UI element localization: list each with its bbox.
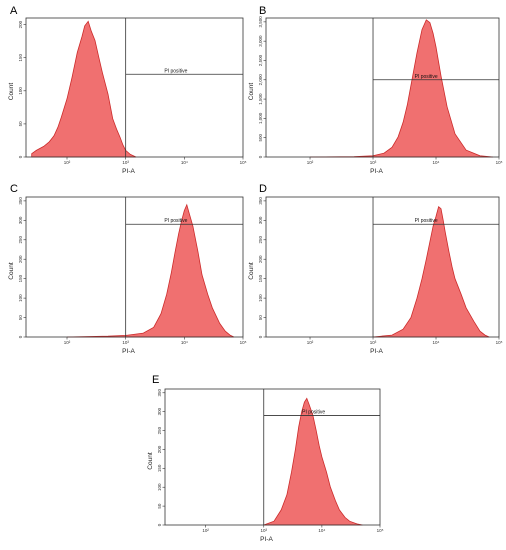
- x-tick-label: 10⁴: [318, 528, 325, 533]
- gate-label: PI positive: [164, 218, 187, 224]
- x-axis-title: PI-A: [122, 348, 135, 355]
- x-tick-label: 10³: [370, 340, 377, 345]
- y-axis-title: Count: [248, 262, 255, 280]
- plot-frame: [164, 388, 381, 526]
- x-axis-title: PI-A: [370, 168, 383, 175]
- y-tick-label: 350: [258, 197, 263, 205]
- plot-frame: [25, 17, 244, 158]
- y-tick-label: 350: [157, 389, 162, 397]
- panel-c: C PI positive 10² 10³ 10⁴ 10⁵ 0 50 100 150 200 250 3…: [8, 183, 247, 355]
- x-tick-label: 10⁴: [181, 340, 188, 345]
- y-tick-label: 1,500: [258, 93, 263, 105]
- y-tick-label: 250: [157, 426, 162, 434]
- y-tick-label: 150: [18, 274, 23, 282]
- y-tick-label: 150: [157, 464, 162, 472]
- y-tick-label: 2,000: [258, 74, 263, 86]
- x-tick-label: 10²: [64, 340, 71, 345]
- x-tick-label: 10⁵: [377, 528, 384, 533]
- x-axis-title: PI-A: [370, 348, 383, 355]
- x-tick-label: 10⁴: [181, 160, 188, 165]
- y-tick-label: 100: [18, 294, 23, 302]
- x-tick-label: 10³: [370, 160, 377, 165]
- y-tick-label: 300: [18, 216, 23, 224]
- x-tick-label: 10³: [260, 528, 267, 533]
- y-tick-label: 300: [258, 216, 263, 224]
- histogram-area: [66, 203, 235, 338]
- y-tick-label: 150: [258, 274, 263, 282]
- y-tick-label: 0: [18, 155, 23, 158]
- x-tick-label: 10³: [122, 160, 129, 165]
- histogram-area: [372, 205, 490, 338]
- y-tick-label: 200: [258, 255, 263, 263]
- y-tick-label: 3,500: [258, 16, 263, 28]
- x-tick-label: 10⁴: [433, 340, 440, 345]
- x-tick-label: 10²: [202, 528, 209, 533]
- panel-letter: C: [10, 183, 18, 195]
- plot-frame: [25, 196, 244, 338]
- y-axis-title: Count: [8, 83, 15, 101]
- panel-letter: A: [10, 5, 18, 17]
- plot-frame: [265, 196, 500, 338]
- y-tick-label: 200: [18, 255, 23, 263]
- panel-b: B PI positive 10² 10³ 10⁴ 10⁵ 0 500 1,000 1,500 2,…: [248, 5, 503, 175]
- x-tick-label: 10⁵: [496, 340, 503, 345]
- y-tick-label: 100: [258, 294, 263, 302]
- y-tick-label: 2,500: [258, 54, 263, 66]
- histogram-area: [309, 19, 493, 158]
- panel-e: E PI positive 10² 10³ 10⁴ 10⁵ 0 50 100 150 200 250 3…: [147, 374, 384, 543]
- histogram-area: [263, 397, 363, 526]
- y-tick-label: 0: [157, 523, 162, 526]
- y-axis-title: Count: [147, 452, 154, 470]
- x-tick-label: 10²: [307, 160, 314, 165]
- panel-letter: E: [152, 374, 159, 386]
- x-axis-title: PI-A: [260, 536, 273, 543]
- y-tick-label: 500: [258, 133, 263, 141]
- y-tick-label: 1,000: [258, 112, 263, 124]
- gate-label: PI positive: [415, 74, 438, 80]
- x-tick-label: 10²: [64, 160, 71, 165]
- x-tick-label: 10⁵: [240, 340, 247, 345]
- y-tick-label: 200: [157, 445, 162, 453]
- x-axis-title: PI-A: [122, 168, 135, 175]
- panel-letter: B: [259, 5, 266, 17]
- panel-letter: D: [259, 183, 267, 195]
- y-tick-label: 50: [18, 121, 23, 127]
- y-axis-title: Count: [8, 262, 15, 280]
- y-tick-label: 50: [258, 315, 263, 321]
- y-tick-label: 200: [18, 20, 23, 28]
- y-axis-title: Count: [248, 83, 255, 101]
- x-tick-label: 10⁴: [433, 160, 440, 165]
- gate-label: PI positive: [415, 218, 438, 224]
- y-tick-label: 150: [18, 53, 23, 61]
- x-tick-label: 10⁵: [496, 160, 503, 165]
- y-tick-label: 0: [18, 335, 23, 338]
- x-tick-label: 10³: [122, 340, 129, 345]
- y-tick-label: 250: [258, 236, 263, 244]
- x-tick-label: 10²: [307, 340, 314, 345]
- panel-a: A PI positive 10² 10³ 10⁴ 10⁵ 0 50 100 150 200 PI-A…: [8, 5, 247, 175]
- y-tick-label: 3,000: [258, 35, 263, 47]
- y-tick-label: 0: [258, 335, 263, 338]
- y-tick-label: 0: [258, 155, 263, 158]
- gate-label: PI positive: [164, 68, 187, 74]
- y-tick-label: 50: [157, 503, 162, 509]
- histogram-area: [31, 20, 137, 158]
- panel-d: D PI positive 10² 10³ 10⁴ 10⁵ 0 50 100 150 200 250 3…: [248, 183, 503, 355]
- y-tick-label: 100: [18, 87, 23, 95]
- x-tick-label: 10⁵: [240, 160, 247, 165]
- y-tick-label: 350: [18, 197, 23, 205]
- gate-label: PI positive: [302, 409, 325, 415]
- y-tick-label: 50: [18, 315, 23, 321]
- y-tick-label: 250: [18, 236, 23, 244]
- y-tick-label: 100: [157, 483, 162, 491]
- y-tick-label: 300: [157, 407, 162, 415]
- plot-frame: [265, 17, 500, 158]
